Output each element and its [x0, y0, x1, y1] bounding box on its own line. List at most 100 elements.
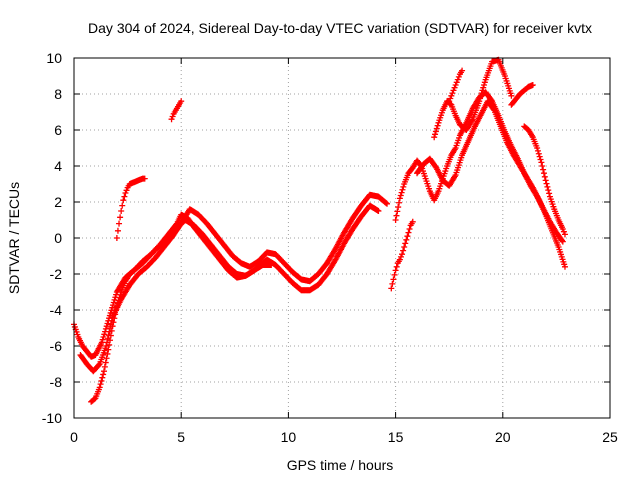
data-point	[102, 359, 109, 366]
data-point	[114, 300, 121, 307]
data-point	[559, 238, 566, 245]
data-point	[545, 187, 552, 194]
data-point	[105, 346, 112, 353]
data-point	[96, 384, 103, 391]
data-point	[392, 267, 399, 274]
data-point	[104, 320, 111, 327]
data-point	[110, 319, 117, 326]
data-point	[391, 271, 398, 278]
data-point	[476, 98, 483, 105]
data-point	[107, 337, 114, 344]
data-point	[478, 90, 485, 97]
data-point	[397, 192, 404, 199]
data-point	[388, 285, 395, 292]
data-point	[477, 92, 484, 99]
data-point	[103, 355, 110, 362]
data-point	[403, 236, 410, 243]
data-point	[393, 263, 400, 270]
data-point	[101, 331, 108, 338]
data-point	[109, 323, 116, 330]
data-point	[114, 227, 121, 234]
data-point	[393, 212, 400, 219]
data-point	[168, 116, 175, 123]
series-arc-4	[113, 175, 148, 241]
data-point	[432, 128, 439, 135]
data-point	[402, 240, 409, 247]
data-point	[102, 325, 109, 332]
data-point	[455, 73, 462, 80]
series-arc-9	[431, 56, 515, 141]
series-arc-3	[88, 217, 275, 405]
data-point	[540, 170, 547, 177]
chart-title: Day 304 of 2024, Sidereal Day-to-day VTE…	[88, 20, 592, 36]
data-point	[546, 190, 553, 197]
data-point	[384, 200, 391, 207]
data-point	[394, 208, 401, 215]
data-point	[409, 218, 416, 225]
x-axis-label: GPS time / hours	[287, 457, 394, 473]
series-arc-2	[77, 191, 391, 375]
y-tick-label: 4	[54, 158, 62, 174]
data-point	[113, 303, 120, 310]
data-point	[169, 113, 176, 120]
series-arc-5	[168, 98, 185, 123]
data-point	[392, 217, 399, 223]
x-tick-label: 15	[388, 429, 404, 445]
data-point	[113, 235, 120, 241]
x-tick-label: 10	[281, 429, 297, 445]
data-point	[432, 131, 439, 138]
data-point	[119, 202, 126, 209]
data-point	[395, 204, 402, 211]
axis-ticks: 0 5 10 15 20 25 -10 -8 -6 -4 -2 0 2 4 6 8 10	[42, 50, 618, 445]
data-point	[454, 76, 461, 83]
data-point	[113, 307, 120, 314]
data-point	[477, 95, 484, 102]
y-tick-label: -8	[50, 374, 63, 390]
y-tick-label: 6	[54, 122, 62, 138]
y-tick-label: 2	[54, 194, 62, 210]
data-point	[481, 82, 488, 88]
data-point	[108, 327, 115, 334]
data-point	[529, 82, 536, 88]
data-point	[112, 311, 119, 318]
data-point	[95, 361, 102, 368]
data-point	[103, 343, 110, 349]
data-point	[121, 193, 128, 200]
data-point	[396, 195, 403, 202]
data-point	[434, 122, 441, 129]
y-tick-label: -4	[50, 302, 63, 318]
data-point	[104, 350, 111, 357]
data-point	[115, 297, 122, 304]
data-point	[400, 183, 407, 190]
data-point	[398, 189, 405, 196]
data-point	[538, 159, 545, 166]
data-point	[446, 98, 453, 105]
data-point	[98, 339, 105, 346]
x-tick-label: 20	[495, 429, 511, 445]
data-point	[480, 84, 487, 91]
data-point	[107, 332, 114, 339]
data-point	[401, 244, 408, 250]
data-point	[397, 253, 404, 260]
y-tick-label: -6	[50, 338, 63, 354]
data-point	[433, 125, 440, 132]
data-point	[543, 180, 550, 187]
data-point	[389, 280, 396, 287]
data-point	[450, 87, 457, 94]
data-point	[452, 82, 459, 88]
y-tick-label: -2	[50, 266, 63, 282]
data-point	[100, 334, 107, 340]
data-point	[375, 208, 382, 214]
data-point	[544, 183, 551, 190]
data-point	[451, 84, 458, 91]
data-point	[541, 173, 548, 180]
data-point	[405, 229, 412, 236]
data-point	[448, 92, 455, 99]
y-tick-label: -10	[42, 410, 62, 426]
data-point	[559, 237, 566, 244]
data-point	[560, 228, 567, 235]
data-point	[453, 79, 460, 86]
y-tick-label: 10	[46, 50, 62, 66]
data-point	[103, 323, 110, 330]
